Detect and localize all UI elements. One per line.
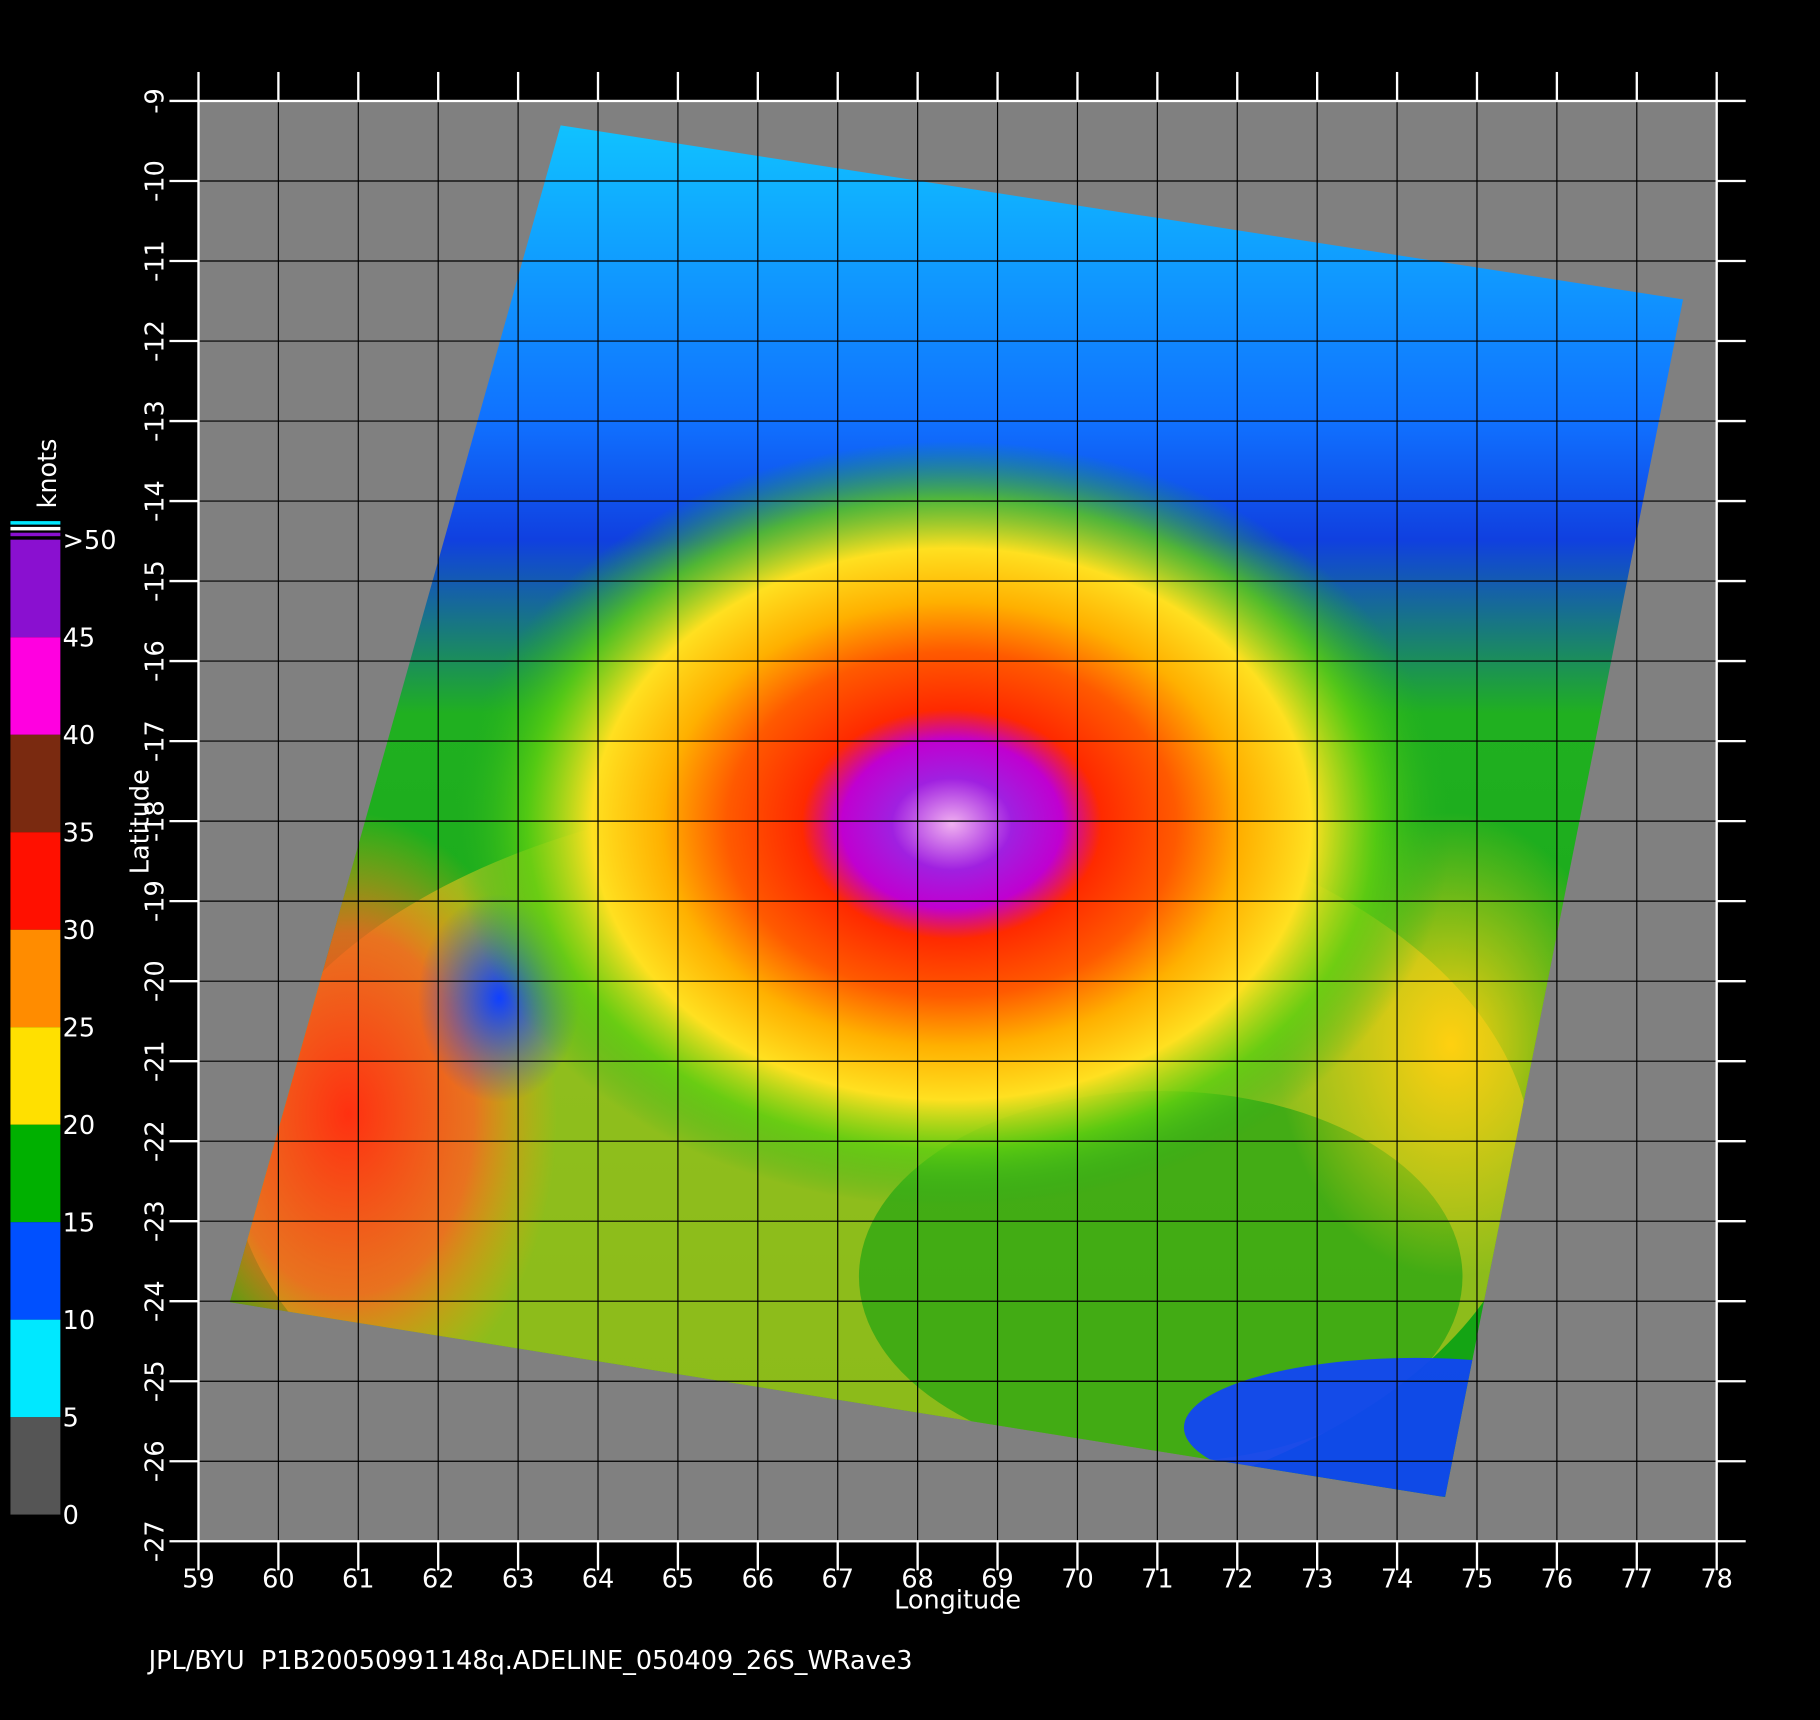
colorbar-segment bbox=[10, 1417, 61, 1515]
x-tick-label: 66 bbox=[742, 1565, 774, 1595]
x-tick-label: 63 bbox=[502, 1565, 534, 1595]
x-tick-label: 75 bbox=[1461, 1565, 1493, 1595]
colorbar-segment bbox=[10, 637, 61, 735]
colorbar-tick-label: 5 bbox=[63, 1403, 79, 1433]
colorbar-segment bbox=[10, 832, 61, 930]
x-tick-label: 60 bbox=[262, 1565, 294, 1595]
colorbar-segment bbox=[10, 1027, 61, 1125]
colorbar-tick-label: >50 bbox=[63, 526, 117, 556]
y-tick-label: -26 bbox=[141, 1440, 171, 1482]
y-tick-label: -15 bbox=[141, 560, 171, 602]
colorbar-cap bbox=[10, 526, 61, 531]
footer: JPL/BYU P1B20050991148q.ADELINE_050409_2… bbox=[147, 1646, 913, 1676]
colorbar-tick-label: 40 bbox=[63, 721, 95, 751]
colorbar-segment bbox=[10, 539, 61, 638]
y-tick-label: -16 bbox=[141, 640, 171, 682]
colorbar-segment bbox=[10, 1124, 61, 1223]
colorbar-tick-label: 20 bbox=[63, 1111, 95, 1141]
y-tick-label: -22 bbox=[141, 1120, 171, 1162]
colorbar-cap bbox=[10, 532, 61, 537]
y-tick-label: -19 bbox=[141, 880, 171, 922]
x-tick-label: 62 bbox=[422, 1565, 454, 1595]
y-tick-label: -18 bbox=[141, 800, 171, 842]
colorbar-label: knots bbox=[33, 439, 63, 509]
y-tick-label: -12 bbox=[141, 320, 171, 362]
x-tick-label: 71 bbox=[1141, 1565, 1173, 1595]
y-tick-label: -25 bbox=[141, 1360, 171, 1402]
y-tick-label: -23 bbox=[141, 1200, 171, 1242]
y-tick-label: -27 bbox=[141, 1520, 171, 1562]
y-tick-label: -21 bbox=[141, 1040, 171, 1082]
wind-swath bbox=[229, 125, 1684, 1498]
x-tick-label: 59 bbox=[182, 1565, 214, 1595]
y-axis-label: Latitude bbox=[126, 769, 156, 874]
x-tick-label: 65 bbox=[662, 1565, 694, 1595]
y-tick-label: -9 bbox=[141, 88, 171, 113]
y-tick-label: -13 bbox=[141, 400, 171, 442]
y-tick-label: -20 bbox=[141, 960, 171, 1002]
y-tick-label: -10 bbox=[141, 160, 171, 202]
y-tick-label: -11 bbox=[141, 240, 171, 282]
x-tick-label: 77 bbox=[1621, 1565, 1653, 1595]
x-tick-label: 64 bbox=[582, 1565, 614, 1595]
colorbar-segment bbox=[10, 1222, 61, 1320]
x-tick-label: 69 bbox=[981, 1565, 1013, 1595]
x-tick-label: 74 bbox=[1381, 1565, 1413, 1595]
colorbar-tick-label: 35 bbox=[63, 818, 95, 848]
colorbar-tick-label: 25 bbox=[63, 1013, 95, 1043]
x-tick-label: 68 bbox=[901, 1565, 933, 1595]
x-tick-label: 61 bbox=[342, 1565, 374, 1595]
colorbar-cap bbox=[10, 521, 61, 525]
x-axis-label: Longitude bbox=[894, 1586, 1021, 1616]
colorbar-segment bbox=[10, 1319, 61, 1418]
y-tick-label: -14 bbox=[141, 480, 171, 522]
y-tick-label: -17 bbox=[141, 720, 171, 762]
colorbar-tick-label: 10 bbox=[63, 1306, 95, 1336]
x-tick-label: 72 bbox=[1221, 1565, 1253, 1595]
y-tick-label: -24 bbox=[141, 1280, 171, 1322]
x-tick-label: 76 bbox=[1541, 1565, 1573, 1595]
x-tick-label: 70 bbox=[1061, 1565, 1093, 1595]
colorbar-segment bbox=[10, 929, 61, 1028]
x-tick-label: 78 bbox=[1700, 1565, 1732, 1595]
colorbar-tick-label: 15 bbox=[63, 1208, 95, 1238]
x-tick-label: 67 bbox=[821, 1565, 853, 1595]
x-tick-label: 73 bbox=[1301, 1565, 1333, 1595]
colorbar-segment bbox=[10, 734, 61, 833]
colorbar-tick-label: 30 bbox=[63, 916, 95, 946]
colorbar-tick-label: 45 bbox=[63, 623, 95, 653]
colorbar-tick-label: 0 bbox=[63, 1501, 79, 1531]
